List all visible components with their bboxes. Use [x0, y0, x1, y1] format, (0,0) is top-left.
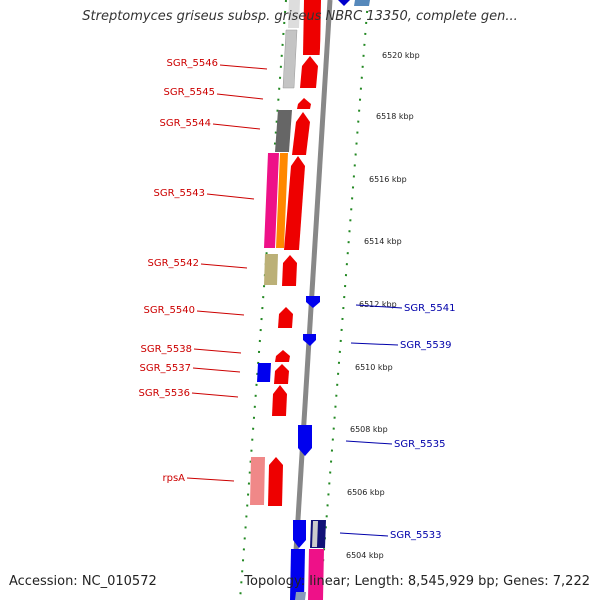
map-title: Streptomyces griseus subsp. griseus NBRC…: [82, 9, 518, 24]
forward-gene-labels: SGR_5546 SGR_5545 SGR_5544 SGR_5543 SGR_…: [139, 58, 268, 484]
gene-arrow-sgr5545[interactable]: [300, 56, 318, 88]
genome-stats-text: Topology: linear; Length: 8,545,929 bp; …: [244, 574, 590, 589]
scale-labels: 6520 kbp 6518 kbp 6516 kbp 6514 kbp 6512…: [346, 51, 420, 560]
gene-label-sgr5535[interactable]: SGR_5535: [394, 439, 446, 450]
reverse-gene-labels: SGR_5541 SGR_5539 SGR_5535 SGR_5533: [339, 303, 456, 541]
leader-line: [212, 123, 261, 130]
left-tick-rail: [239, 0, 287, 600]
gene-arrow-sgr5541[interactable]: [306, 296, 320, 308]
gene-arrow-sgr5538[interactable]: [275, 350, 290, 362]
scale-label: 6514 kbp: [364, 237, 402, 246]
gene-arrow-sgr5533-light[interactable]: [312, 521, 318, 547]
leader-line: [219, 64, 268, 70]
leader-line: [196, 310, 245, 316]
gene-arrow-bottom-blue[interactable]: [290, 549, 305, 600]
gene-label-sgr5533[interactable]: SGR_5533: [390, 530, 442, 541]
gene-arrow-rpsa-pink[interactable]: [250, 457, 265, 505]
scale-label: 6508 kbp: [350, 425, 388, 434]
gene-arrow-sgr5536[interactable]: [272, 385, 287, 416]
gene-arrow-sgr5546-grey-top[interactable]: [288, 0, 300, 28]
gene-arrow-sgr5543[interactable]: [284, 156, 305, 250]
gene-label-sgr5542[interactable]: SGR_5542: [148, 258, 200, 269]
gene-label-sgr5538[interactable]: SGR_5538: [141, 344, 193, 355]
leader-line: [192, 367, 241, 373]
gene-arrow-rpsa[interactable]: [268, 457, 283, 506]
gene-arrow-sgr5546-grey[interactable]: [282, 29, 298, 89]
gene-arrow-sgr5544-grey[interactable]: [275, 110, 292, 152]
leader-line: [355, 304, 403, 309]
leader-line: [216, 93, 264, 100]
gene-arrow-sgr5537[interactable]: [274, 364, 289, 384]
scale-label: 6518 kbp: [376, 112, 414, 121]
gene-arrow-top-steel[interactable]: [354, 0, 370, 6]
gene-arrow-sgr5537-blue[interactable]: [257, 363, 271, 382]
leader-line: [206, 193, 255, 200]
gene-arrow-bottom-steel[interactable]: [295, 592, 306, 600]
gene-arrow-sgr5540[interactable]: [278, 307, 293, 328]
gene-label-sgr5539[interactable]: SGR_5539: [400, 340, 452, 351]
gene-label-sgr5537[interactable]: SGR_5537: [140, 363, 192, 374]
gene-label-sgr5546[interactable]: SGR_5546: [167, 58, 219, 69]
gene-label-sgr5540[interactable]: SGR_5540: [144, 305, 196, 316]
scale-label: 6504 kbp: [346, 551, 384, 560]
gene-label-rpsa[interactable]: rpsA: [162, 473, 185, 484]
gene-arrow-sgr5533[interactable]: [293, 520, 306, 548]
leader-line: [350, 342, 399, 346]
gene-label-sgr5536[interactable]: SGR_5536: [139, 388, 191, 399]
scale-label: 6516 kbp: [369, 175, 407, 184]
gene-arrow-top-blue[interactable]: [338, 0, 350, 6]
gene-arrow-sgr5543-orange[interactable]: [276, 153, 288, 248]
leader-line: [186, 477, 235, 482]
gene-arrow-sgr5546[interactable]: [303, 0, 321, 55]
gene-label-sgr5541[interactable]: SGR_5541: [404, 303, 456, 314]
scale-label: 6512 kbp: [359, 300, 397, 309]
gene-label-sgr5544[interactable]: SGR_5544: [160, 118, 212, 129]
scale-label: 6520 kbp: [382, 51, 420, 60]
gene-arrow-sgr5542[interactable]: [282, 255, 297, 286]
gene-arrow-bottom-magenta[interactable]: [308, 549, 324, 600]
right-tick-rail: [319, 0, 369, 600]
leader-line: [339, 532, 389, 537]
gene-label-sgr5545[interactable]: SGR_5545: [164, 87, 216, 98]
gene-label-sgr5543[interactable]: SGR_5543: [154, 188, 206, 199]
scale-label: 6506 kbp: [347, 488, 385, 497]
scale-label: 6510 kbp: [355, 363, 393, 372]
gene-arrow-sgr5539[interactable]: [303, 334, 316, 346]
gene-arrow-sgr5543-magenta[interactable]: [264, 153, 279, 248]
leader-line: [200, 263, 248, 269]
gene-arrow-sgr5542-olive[interactable]: [264, 254, 278, 285]
leader-line: [191, 392, 239, 398]
gene-arrow-sgr5545-small[interactable]: [297, 98, 311, 109]
tick-rails: [239, 0, 369, 600]
forward-genes: [250, 0, 321, 506]
gene-arrow-sgr5544[interactable]: [292, 112, 310, 155]
leader-line: [345, 440, 393, 445]
gene-arrow-sgr5535[interactable]: [298, 425, 312, 456]
accession-text: Accession: NC_010572: [9, 574, 157, 589]
reverse-genes: [290, 0, 370, 600]
leader-line: [193, 348, 242, 354]
